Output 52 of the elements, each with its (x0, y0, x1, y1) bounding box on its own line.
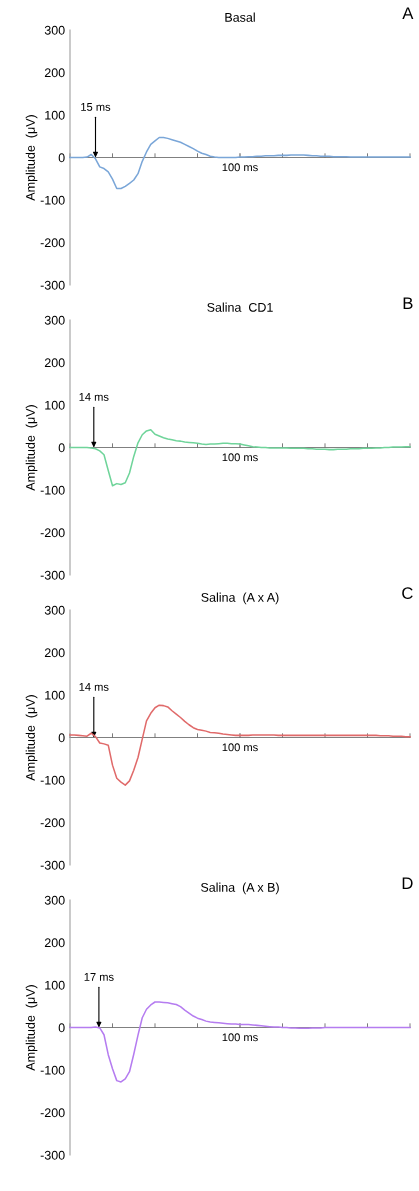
line-series (69, 428, 411, 487)
text: D (402, 877, 413, 889)
y-tick-label: -300 (40, 860, 65, 870)
y-tick-label: 100 (45, 110, 65, 120)
line-series (69, 1001, 411, 1083)
y-tick-label: 200 (44, 68, 65, 78)
y-tick-label: -100 (40, 775, 65, 785)
line-series (69, 704, 411, 786)
y-tick-label: -100 (40, 195, 65, 205)
text: A (402, 7, 414, 19)
y-tick-label: 300 (44, 25, 65, 35)
annotation: 14 ms (79, 683, 109, 691)
x-tick-label: 100 ms (222, 1033, 258, 1042)
y-axis-title: Amplitude (μV) (25, 695, 38, 781)
y-tick-label: 100 (45, 980, 65, 990)
annotation: 14 ms (79, 393, 109, 401)
line-series (69, 136, 411, 190)
y-tick-label: 200 (44, 938, 65, 948)
y-axis-title: Amplitude (μV) (25, 115, 38, 201)
y-tick-label: 300 (44, 315, 65, 325)
y-tick-label: -200 (40, 238, 65, 248)
y-axis-title: Amplitude (μV) (25, 985, 38, 1071)
x-tick-label: 100 ms (222, 743, 258, 752)
y-axis-title: Amplitude (μV) (25, 405, 38, 491)
chart-title: Salina (A x B) (200, 882, 279, 895)
y-tick-label: 200 (44, 648, 65, 658)
text: C (402, 587, 413, 600)
y-tick-label: 0 (58, 443, 65, 453)
y-tick-label: 300 (44, 895, 65, 905)
x-tick-label: 100 ms (222, 453, 258, 462)
y-tick-label: -200 (40, 528, 65, 538)
y-tick-label: 0 (58, 1023, 65, 1033)
chart-title: Basal (225, 12, 255, 22)
y-tick-label: 0 (58, 733, 65, 743)
y-tick-label: -300 (40, 570, 65, 580)
x-tick-label: 100 ms (222, 163, 258, 172)
y-tick-label: 300 (44, 605, 65, 615)
y-tick-label: -100 (40, 1065, 65, 1075)
annotation: 17 ms (84, 973, 114, 981)
y-tick-label: 100 (45, 690, 65, 700)
chart-title: Salina CD1 (207, 302, 273, 312)
annotation: 15 ms (81, 103, 111, 111)
y-tick-label: -300 (40, 1150, 65, 1160)
y-tick-label: -200 (40, 818, 65, 828)
y-tick-label: 100 (45, 400, 65, 410)
y-tick-label: -300 (40, 280, 65, 290)
chart-title: Salina (A x A) (201, 592, 279, 605)
y-tick-label: -200 (40, 1108, 65, 1118)
y-tick-label: 200 (44, 358, 65, 368)
y-tick-label: -100 (40, 485, 65, 495)
text: B (403, 297, 413, 309)
y-tick-label: 0 (58, 153, 65, 163)
